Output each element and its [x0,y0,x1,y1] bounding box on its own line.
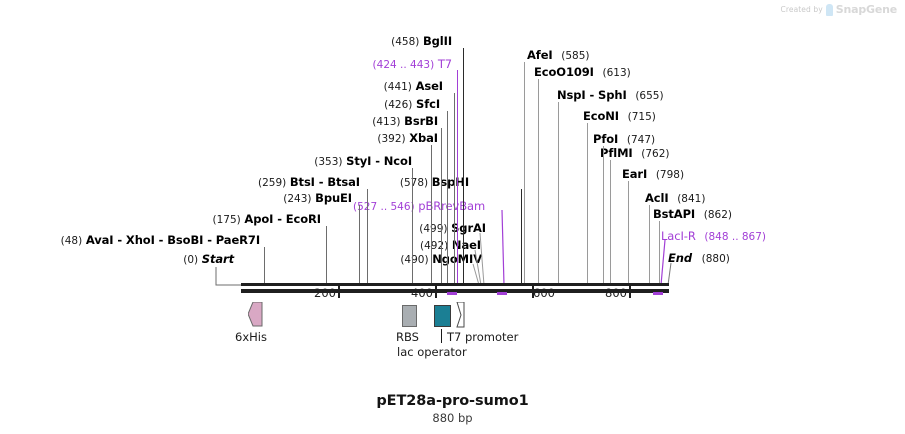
leader-afei [524,62,525,285]
leader-apoi [326,226,327,285]
site-label-sfci[interactable]: (426) SfcI [384,97,440,112]
feature-label-t7-promoter: T7 promoter [447,330,519,344]
leader-btsi [367,189,368,285]
site-label-afei[interactable]: AfeI (585) [527,48,590,63]
leader-bstapi [659,221,660,285]
backbone-bottom-strand [241,289,669,293]
feature-bar-pbrrevbam[interactable] [497,292,507,295]
site-label-pflmi[interactable]: PflMI (762) [600,146,670,161]
feature-glyph-6xhis[interactable] [248,302,264,327]
site-label-bpuei[interactable]: (243) BpuEI [283,191,352,206]
site-label-start[interactable]: (0) Start [183,252,234,267]
leader-avai [264,247,265,285]
site-label-styi-ncoi[interactable]: (353) StyI - NcoI [314,154,412,169]
watermark-brand: SnapGene [835,3,897,16]
ruler-tick-600 [532,286,534,298]
site-label-avai-xhoi-bsobi-paer7i[interactable]: (48) AvaI - XhoI - BsoBI - PaeR7I [60,233,260,248]
leader-pbrrevbam [501,209,505,286]
site-label-nspi-sphi[interactable]: NspI - SphI (655) [557,88,664,103]
leader-styi-ncoi [412,168,413,285]
leader-eari [628,181,629,285]
feature-label-6xhis: 6xHis [235,330,267,344]
leader-aclii [649,205,650,285]
site-label-naei[interactable]: (492) NaeI [420,238,481,253]
ruler-label-400: 400 [411,286,433,300]
ruler-label-600: 600 [533,286,555,300]
site-label-xbai[interactable]: (392) XbaI [377,131,438,146]
site-label-econi[interactable]: EcoNI (715) [583,109,656,124]
leader-pflmi [610,160,611,285]
feature-glyph-rbs[interactable] [402,305,418,327]
site-label-eari[interactable]: EarI (798) [622,167,685,182]
leader-start [215,267,241,286]
site-label-apoi-ecori[interactable]: (175) ApoI - EcoRI [212,212,322,227]
ruler-label-800: 800 [605,286,627,300]
leader-nspi-sphi [558,102,559,285]
feature-label-lac-operator: lac operator [397,345,467,359]
feature-glyph-lac-operator[interactable] [434,305,452,327]
leader-t7 [457,70,459,285]
leader-laci-r [660,239,666,286]
site-label-ecoo109i[interactable]: EcoO109I (613) [534,65,631,80]
site-label-sgrai[interactable]: (499) SgrAI [419,221,486,236]
site-label-t7[interactable]: (424 .. 443) T7 [372,57,453,72]
watermark-created-by: Created by [780,5,823,14]
snapgene-watermark: Created by SnapGene [781,3,898,16]
snapgene-logo-icon [825,3,833,16]
leader-sfci [447,111,448,285]
leader-asei [454,93,455,285]
leader-naei [474,249,482,286]
ruler-tick-200 [338,286,340,298]
ruler-tick-400 [435,286,437,298]
site-label-end[interactable]: End (880) [668,251,730,266]
leader-xbai [431,145,432,285]
leader-bsrbi [441,128,442,285]
feature-bar-t7[interactable] [447,292,457,295]
leader-bsphi [521,189,522,285]
leader-pfoi [603,146,604,285]
leader-end [667,262,672,286]
ruler-label-200: 200 [314,286,336,300]
leader-bpuei [359,205,360,285]
feature-glyph-t7-promoter[interactable] [451,302,467,328]
site-label-laci-r[interactable]: LacI-R (848 .. 867) [661,229,767,244]
plasmid-name: pET28a-pro-sumo1 [376,393,529,409]
site-label-bsphi[interactable]: (578) BspHI [399,175,469,190]
site-label-pbrrevbam[interactable]: (527 .. 546) pBRrevBam [353,199,486,214]
feature-label-rbs: RBS [396,330,419,344]
leader-ecoo109i [538,79,539,285]
site-label-bglii[interactable]: (458) BglII [391,34,452,49]
site-label-aclii[interactable]: AclI (841) [645,191,706,206]
feature-bar-laci-r[interactable] [653,292,663,295]
site-label-btsi-btsai[interactable]: (259) BtsI - BtsaI [257,175,360,190]
ruler-tick-800 [629,286,631,298]
site-label-bstapi[interactable]: BstAPI (862) [653,207,733,222]
site-label-bsrbi[interactable]: (413) BsrBI [372,114,438,129]
site-label-asei[interactable]: (441) AseI [383,79,443,94]
leader-econi [587,123,588,285]
leader-sgrai [479,232,485,286]
leader-ngomiv [472,263,480,286]
backbone-top-strand [241,283,669,286]
plasmid-size: 880 bp [432,411,473,425]
feature-label-divider [441,329,442,343]
site-label-pfoi[interactable]: PfoI (747) [593,132,656,147]
leader-bglii [463,48,464,285]
